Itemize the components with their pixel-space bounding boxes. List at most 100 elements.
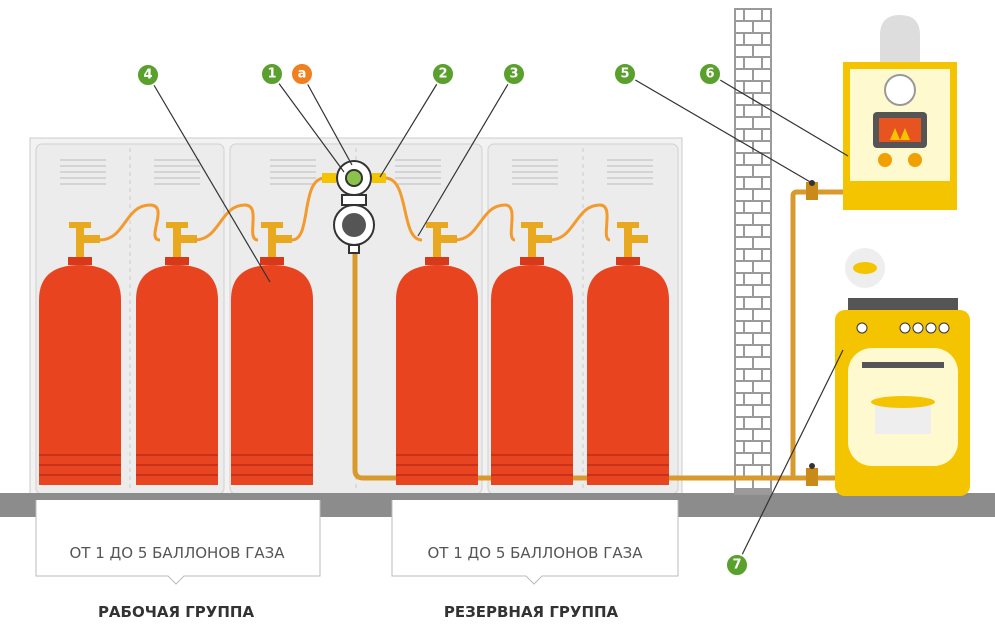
- brick: [745, 154, 761, 164]
- valve-handle: [426, 222, 448, 228]
- brick: [754, 334, 770, 344]
- taps: [806, 180, 818, 486]
- brick: [763, 418, 770, 428]
- brick: [736, 46, 752, 56]
- brick: [736, 154, 743, 164]
- cylinder: [396, 265, 478, 485]
- valve-outlet: [268, 235, 292, 243]
- brick: [736, 34, 743, 44]
- brick: [754, 262, 770, 272]
- brick: [736, 238, 752, 248]
- brick: [736, 166, 752, 176]
- brick: [754, 214, 770, 224]
- valve-outlet: [76, 235, 100, 243]
- marker-label: 2: [438, 67, 447, 82]
- brick: [736, 442, 743, 452]
- marker: 2: [432, 63, 454, 85]
- brick: [763, 82, 770, 92]
- brick: [763, 130, 770, 140]
- brick: [745, 370, 761, 380]
- brick: [745, 346, 761, 356]
- brick: [763, 58, 770, 68]
- marker: 4: [137, 64, 159, 86]
- brick: [754, 94, 770, 104]
- brick: [763, 466, 770, 476]
- brick: [736, 118, 752, 128]
- brick: [736, 106, 743, 116]
- brick: [736, 202, 743, 212]
- brick: [763, 250, 770, 260]
- marker-label: 4: [143, 68, 152, 83]
- marker: 6: [699, 63, 721, 85]
- brick: [736, 334, 752, 344]
- brick: [745, 82, 761, 92]
- brick: [754, 406, 770, 416]
- brick: [754, 190, 770, 200]
- brick: [745, 250, 761, 260]
- brick: [754, 382, 770, 392]
- valve-handle: [69, 222, 91, 228]
- brick: [754, 22, 770, 32]
- marker-label: 1: [267, 67, 276, 82]
- valve-outlet: [433, 235, 457, 243]
- scheme: 41а23567 ОТ 1 ДО 5 БАЛЛОНОВ ГАЗА ОТ 1 ДО…: [0, 0, 995, 624]
- brick: [754, 166, 770, 176]
- brick: [736, 298, 743, 308]
- brick: [763, 202, 770, 212]
- brick: [736, 286, 752, 296]
- brick: [736, 70, 752, 80]
- brick: [763, 370, 770, 380]
- brick: [754, 286, 770, 296]
- cylinder: [491, 265, 573, 485]
- marker: а: [291, 63, 313, 85]
- brick: [736, 58, 743, 68]
- brick: [745, 10, 761, 20]
- brick: [736, 394, 743, 404]
- brick: [736, 250, 743, 260]
- marker: 5: [614, 63, 636, 85]
- marker: 1: [261, 63, 283, 85]
- brick: [736, 10, 743, 20]
- cylinder: [39, 265, 121, 485]
- cylinder-neck: [68, 257, 92, 265]
- brick: [763, 226, 770, 236]
- brick: [754, 238, 770, 248]
- brick: [763, 274, 770, 284]
- brick: [754, 118, 770, 128]
- brick: [736, 274, 743, 284]
- group-caption: ОТ 1 ДО 5 БАЛЛОНОВ ГАЗА: [69, 544, 285, 562]
- marker-label: а: [298, 67, 307, 82]
- cylinder-neck: [165, 257, 189, 265]
- valve-outlet: [173, 235, 197, 243]
- valve-handle: [617, 222, 639, 228]
- brick: [736, 322, 743, 332]
- group-title: РАБОЧАЯ ГРУППА: [98, 603, 255, 621]
- brick: [754, 358, 770, 368]
- cylinder: [136, 265, 218, 485]
- brick: [736, 370, 743, 380]
- brick: [745, 106, 761, 116]
- brick: [745, 466, 761, 476]
- brick: [736, 22, 752, 32]
- brick: [745, 418, 761, 428]
- brick: [754, 70, 770, 80]
- brick: [763, 178, 770, 188]
- brick: [763, 10, 770, 20]
- brick: [736, 346, 743, 356]
- brick: [736, 418, 743, 428]
- brick: [745, 178, 761, 188]
- brick: [745, 130, 761, 140]
- brick: [745, 202, 761, 212]
- brick: [754, 310, 770, 320]
- brick: [736, 214, 752, 224]
- brick: [745, 394, 761, 404]
- valve-handle: [261, 222, 283, 228]
- marker: 3: [503, 63, 525, 85]
- brick: [736, 382, 752, 392]
- brick: [745, 322, 761, 332]
- brick: [736, 178, 743, 188]
- brick: [754, 430, 770, 440]
- brick: [745, 298, 761, 308]
- brick: [736, 226, 743, 236]
- marker-label: 5: [620, 67, 629, 82]
